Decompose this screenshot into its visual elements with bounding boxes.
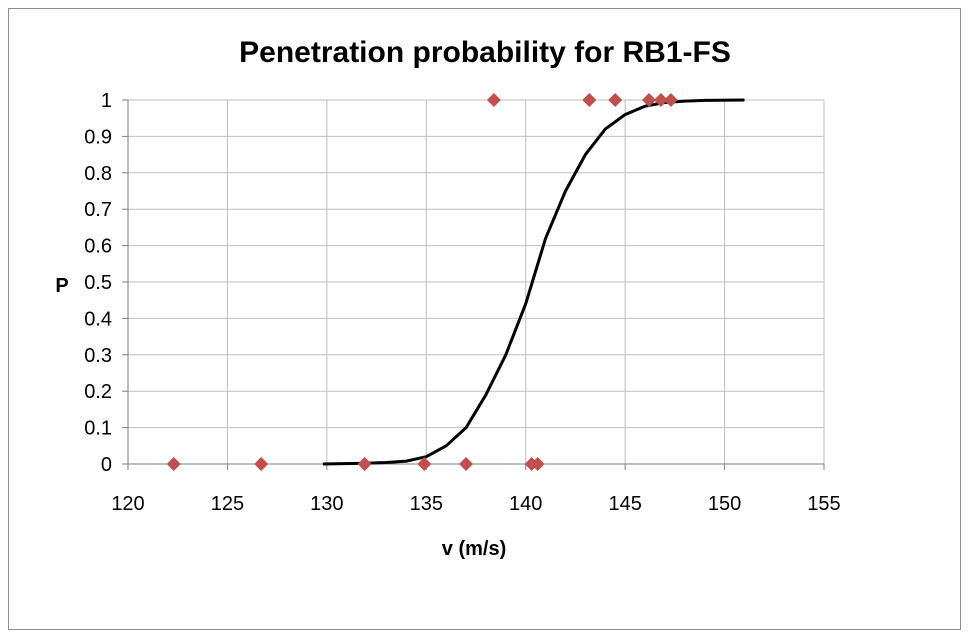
x-tick-label: 145 — [608, 493, 641, 515]
x-tick-label: 135 — [410, 493, 443, 515]
y-tick-label: 0.5 — [84, 272, 112, 294]
y-tick-label: 0.3 — [84, 345, 112, 367]
x-tick-label: 130 — [310, 493, 343, 515]
data-point-marker — [653, 93, 668, 107]
data-point-marker — [254, 457, 269, 471]
data-point-marker — [530, 457, 545, 471]
y-tick-label: 0 — [101, 454, 112, 476]
y-tick-label: 0.8 — [84, 163, 112, 185]
data-point-marker — [486, 93, 501, 107]
chart-title: Penetration probability for RB1-FS — [239, 36, 731, 69]
tick-label-layer: 0 0.1 0.2 0.3 0.4 0.5 0.6 0.7 0.8 0.9 1 120 125 130 13… — [84, 90, 841, 515]
data-point-marker — [582, 93, 597, 107]
y-tick-label: 0.7 — [84, 199, 112, 221]
y-tick-label: 1 — [101, 90, 112, 112]
x-tick-label: 140 — [509, 493, 542, 515]
data-point-marker — [357, 457, 372, 471]
y-tick-label: 0.1 — [84, 418, 112, 440]
x-tick-label: 120 — [111, 493, 144, 515]
x-tick-label: 155 — [807, 493, 840, 515]
grid-layer — [128, 99, 825, 464]
data-point-marker — [417, 457, 432, 471]
y-tick-label: 0.2 — [84, 381, 112, 403]
y-tick-label: 0.4 — [84, 308, 112, 330]
data-point-marker — [663, 93, 678, 107]
marker-layer — [166, 93, 678, 471]
x-axis-label: v (m/s) — [442, 538, 506, 560]
y-axis-label: P — [55, 275, 68, 297]
data-point-marker — [459, 457, 474, 471]
y-tick-label: 0.6 — [84, 236, 112, 258]
data-point-marker — [642, 93, 657, 107]
data-point-marker — [608, 93, 623, 107]
data-point-marker — [166, 457, 181, 471]
chart-frame — [8, 8, 961, 630]
x-tick-label: 125 — [211, 493, 244, 515]
y-tick-label: 0.9 — [84, 126, 112, 148]
x-tick-label: 150 — [708, 493, 741, 515]
